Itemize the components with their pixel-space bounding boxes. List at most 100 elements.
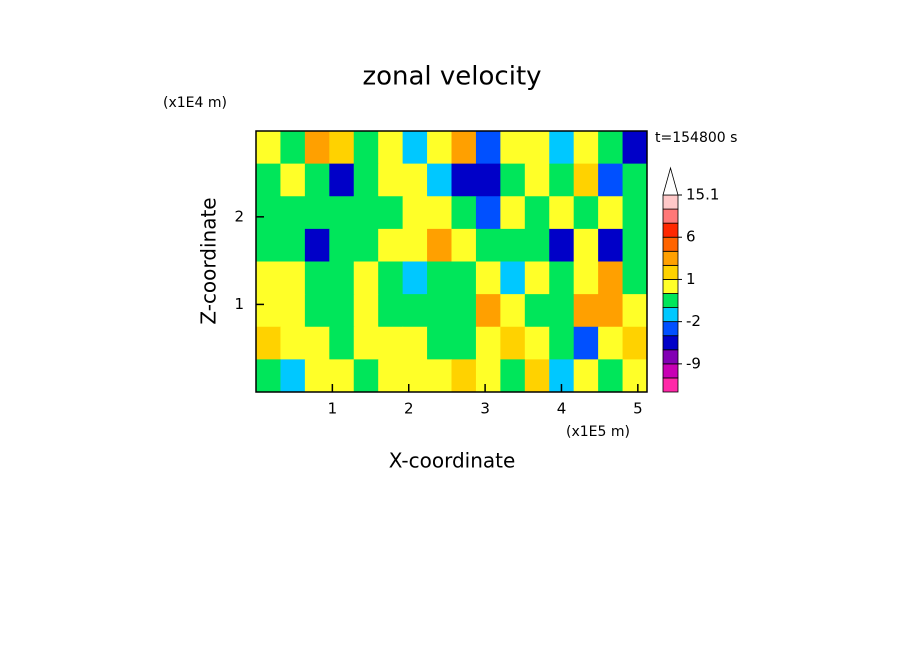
contour-cell [622, 261, 648, 295]
contour-cell [256, 294, 281, 328]
contour-cell [256, 163, 281, 197]
contour-cell [402, 326, 428, 360]
contour-cell [256, 131, 281, 165]
contour-cell [353, 261, 379, 295]
contour-cell [304, 294, 330, 328]
contour-cell [378, 261, 404, 295]
contour-cell [622, 359, 648, 393]
contour-cell [549, 228, 575, 262]
contour-cell [549, 163, 575, 197]
contour-cell [500, 228, 526, 262]
contour-cell [598, 326, 624, 360]
contour-cell [402, 228, 428, 262]
contour-cell [622, 326, 648, 360]
contour-cell [304, 228, 330, 262]
annotation: t=154800 s [655, 130, 737, 146]
contour-cell [475, 196, 501, 230]
contour-cell [573, 261, 599, 295]
contour-cell [304, 163, 330, 197]
contour-cell [280, 131, 306, 165]
contour-cell [304, 196, 330, 230]
contour-cell [402, 131, 428, 165]
colorbar-box [662, 208, 679, 224]
contour-cell [622, 131, 648, 165]
colorbar-box [662, 363, 679, 379]
contour-cell [256, 196, 281, 230]
contour-cell [304, 359, 330, 393]
x-tick-label: 3 [480, 400, 490, 418]
contour-cell [500, 261, 526, 295]
contour-cell [353, 294, 379, 328]
colorbar-box [662, 279, 679, 294]
colorbar-box [662, 264, 679, 280]
chart-title: zonal velocity [362, 62, 541, 92]
contour-cell [598, 131, 624, 165]
contour-cell [402, 294, 428, 328]
contour-cell [524, 359, 550, 393]
contour-cell [402, 261, 428, 295]
contour-cell [549, 261, 575, 295]
y-tick-label: 1 [234, 295, 244, 313]
colorbar-tick-label: -2 [686, 312, 701, 330]
contour-cell [378, 163, 404, 197]
contour-cell [280, 261, 306, 295]
y-tick-label: 2 [234, 207, 244, 225]
contour-cell [475, 261, 501, 295]
contour-cell [500, 196, 526, 230]
contour-cell [427, 359, 452, 393]
contour-cell [451, 261, 477, 295]
contour-cell [329, 294, 355, 328]
colorbar-tick-label: 1 [686, 270, 696, 288]
x-unit: (x1E5 m) [566, 424, 630, 440]
contour-cell [402, 163, 428, 197]
contour-cell [280, 196, 306, 230]
contour-cell [524, 131, 550, 165]
contour-cell [451, 196, 477, 230]
contour-cell [500, 163, 526, 197]
contour-cell [353, 359, 379, 393]
colorbar-box [662, 222, 679, 238]
contour-cell [524, 196, 550, 230]
colorbar-box [662, 335, 679, 351]
contour-cell [353, 131, 379, 165]
contour-cell [475, 163, 501, 197]
contour-cell [256, 228, 281, 262]
contour-cell [524, 163, 550, 197]
contour-cell [451, 131, 477, 165]
colorbar-tick-label: 15.1 [686, 186, 719, 204]
contour-cell [598, 294, 624, 328]
contour-cell [378, 131, 404, 165]
contour-cell [280, 294, 306, 328]
contour-cell [427, 326, 452, 360]
contour-cell [573, 359, 599, 393]
contour-cell [280, 228, 306, 262]
contour-cell [329, 228, 355, 262]
contour-cell [475, 294, 501, 328]
contour-cell [598, 163, 624, 197]
x-tick-label: 2 [404, 400, 414, 418]
colorbar-tick-label: 6 [686, 228, 696, 246]
y-axis-label: Z-coordinate [197, 197, 221, 324]
contour-cell [573, 196, 599, 230]
contour-cell [573, 163, 599, 197]
contour-cell [378, 196, 404, 230]
x-axis-label: X-coordinate [389, 449, 516, 473]
contour-cell [329, 261, 355, 295]
contour-cell [402, 359, 428, 393]
contour-cell [500, 326, 526, 360]
y-unit: (x1E4 m) [163, 95, 227, 111]
contour-cell [427, 196, 452, 230]
colorbar-extension [662, 166, 679, 196]
colorbar-box [662, 349, 679, 365]
contour-cell [622, 196, 648, 230]
contour-cell [573, 294, 599, 328]
contour-cell [280, 163, 306, 197]
contour-cell [549, 196, 575, 230]
contour-cell [524, 261, 550, 295]
contour-cell [475, 228, 501, 262]
contour-cell [329, 163, 355, 197]
contour-cell [402, 196, 428, 230]
contour-cell [622, 163, 648, 197]
plot-frame [255, 130, 648, 393]
